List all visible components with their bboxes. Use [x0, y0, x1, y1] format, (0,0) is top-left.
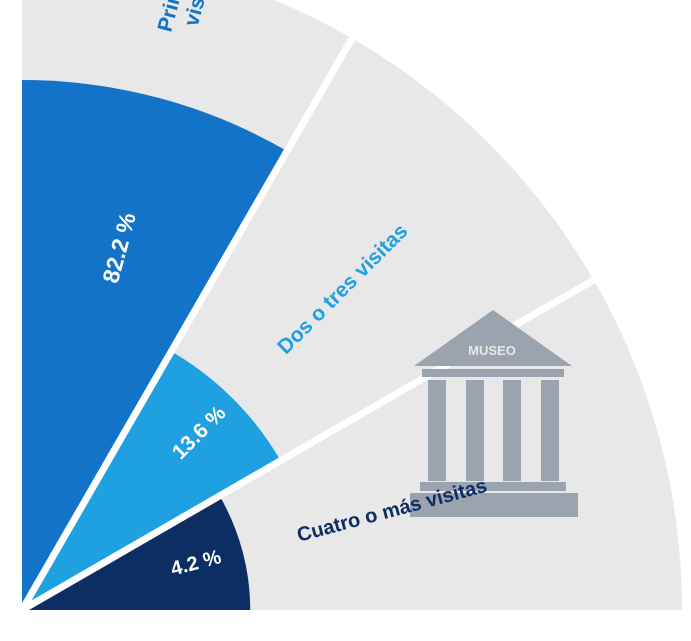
- data-wedges: [22, 79, 287, 610]
- museum-column: [466, 380, 484, 481]
- pie-slice: [22, 79, 287, 610]
- museum-column: [503, 380, 521, 481]
- museum-base-upper: [420, 482, 566, 491]
- museum-entablature: [422, 369, 564, 377]
- museum-icon: MUSEO: [410, 310, 578, 517]
- museum-column: [428, 380, 446, 481]
- museum-column: [541, 380, 559, 481]
- pie-slice: [22, 495, 251, 610]
- museum-label: MUSEO: [468, 343, 516, 358]
- separator-line: [18, 28, 361, 612]
- museum-base-lower: [410, 493, 578, 517]
- pie-slice: [22, 351, 281, 610]
- museum-roof: [414, 310, 572, 366]
